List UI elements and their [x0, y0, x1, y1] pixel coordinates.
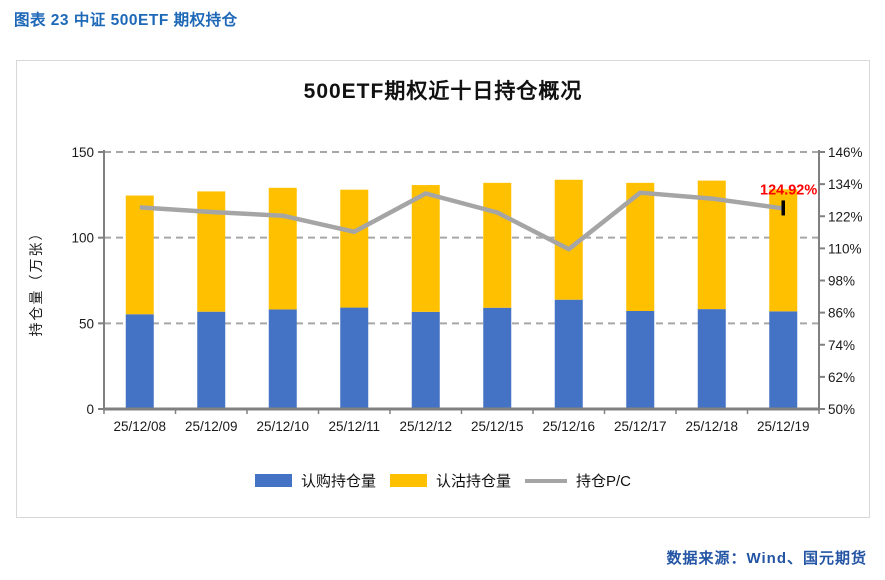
- chart-panel: 500ETF期权近十日持仓概况 0 50 100 150 50% 62% 74% 86% 98%…: [16, 60, 870, 518]
- bar-put-segment: [268, 187, 297, 310]
- pc-line: [139, 190, 784, 252]
- left-axis-tick-label: 150: [71, 145, 94, 160]
- legend-item-put: 认沽持仓量: [389, 470, 511, 491]
- left-axis-title: 持仓量（万张）: [28, 225, 44, 337]
- bar-call-segment: [268, 309, 297, 409]
- x-axis-category-label: 25/12/11: [328, 419, 380, 434]
- left-axis-tick-label: 0: [86, 402, 94, 417]
- legend-label-put: 认沽持仓量: [435, 473, 511, 490]
- legend-item-pc: 持仓P/C: [525, 470, 631, 491]
- bar-call-segment: [197, 311, 226, 409]
- right-axis-tick-label: 50%: [828, 402, 855, 417]
- chart-title: 500ETF期权近十日持仓概况: [303, 80, 583, 103]
- put-series-swatch-icon: [389, 474, 427, 487]
- bar-call-segment: [697, 309, 726, 409]
- pc-line-swatch-icon: [525, 478, 567, 483]
- x-axis-category-label: 25/12/08: [113, 419, 166, 434]
- bar-put-segment: [483, 182, 512, 308]
- left-axis-tick-label: 100: [71, 231, 94, 246]
- right-axis-tick-label: 98%: [828, 274, 855, 289]
- legend-label-pc: 持仓P/C: [576, 473, 632, 490]
- bar-put-segment: [626, 182, 655, 311]
- bar-call-segment: [125, 314, 154, 409]
- x-axis-category-label: 25/12/18: [685, 419, 738, 434]
- legend-item-call: 认购持仓量: [254, 470, 376, 491]
- chart-plot-area: 0 50 100 150 50% 62% 74% 86% 98% 110% 122% 134% 146%…: [28, 145, 863, 434]
- pc-annotation-label: 124.92%: [760, 182, 817, 198]
- bar-call-segment: [483, 307, 512, 409]
- bar-put-segment: [340, 189, 369, 308]
- x-axis-category-label: 25/12/15: [471, 419, 524, 434]
- right-axis-tick-label: 146%: [828, 145, 863, 160]
- bar-call-segment: [626, 310, 655, 409]
- call-series-swatch-icon: [254, 474, 292, 487]
- x-axis-category-label: 25/12/17: [614, 419, 667, 434]
- right-axis-tick-label: 134%: [828, 177, 863, 192]
- x-axis-category-label: 25/12/09: [185, 419, 238, 434]
- x-axis-category-label: 25/12/12: [399, 419, 452, 434]
- right-axis-tick-label: 62%: [828, 370, 855, 385]
- bar-call-segment: [769, 311, 798, 409]
- bar-put-segment: [411, 185, 440, 312]
- bar-call-segment: [340, 307, 369, 409]
- left-axis-tick-label: 50: [79, 316, 94, 331]
- figure-caption: 图表 23 中证 500ETF 期权持仓: [14, 12, 238, 29]
- bar-put-segment: [125, 195, 154, 315]
- x-axis-category-label: 25/12/16: [542, 419, 595, 434]
- x-axis-category-label: 25/12/19: [757, 419, 810, 434]
- data-source-note: 数据来源：Wind、国元期货: [666, 550, 867, 567]
- pc-last-point-marker: [781, 200, 785, 216]
- right-axis-tick-label: 122%: [828, 209, 863, 224]
- chart-legend: 认购持仓量 认沽持仓量 持仓P/C: [17, 470, 869, 491]
- right-axis-tick-label: 74%: [828, 338, 855, 353]
- bar-call-segment: [411, 311, 440, 409]
- legend-label-call: 认购持仓量: [300, 473, 376, 490]
- x-axis-category-label: 25/12/10: [256, 419, 309, 434]
- right-axis-tick-label: 86%: [828, 306, 855, 321]
- right-axis-tick-label: 110%: [828, 241, 862, 256]
- bar-call-segment: [554, 299, 583, 409]
